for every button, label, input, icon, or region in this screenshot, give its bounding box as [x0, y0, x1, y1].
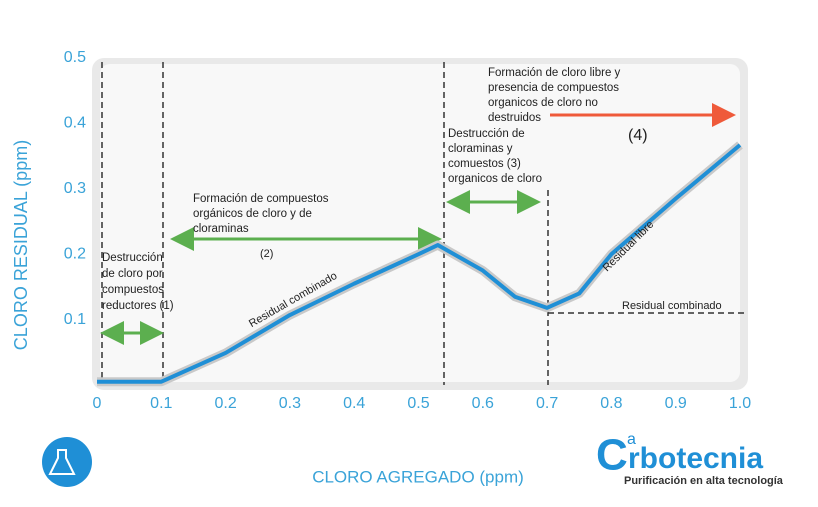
annotation: Destrucción de cloraminas y comuestos (3) o…	[448, 128, 542, 185]
annotation: Formación de cloro libre y presencia de c…	[488, 67, 621, 124]
guides	[101, 62, 745, 385]
annotation-text: compuestos	[102, 284, 164, 296]
annotation-text: cloraminas	[193, 223, 249, 235]
annotation-text: organicos de cloro no	[488, 97, 598, 109]
x-tick-label: 0.9	[665, 395, 687, 412]
annotation: Destrucción de cloro por compuestos reducto…	[102, 252, 174, 312]
y-tick-label: 0.4	[64, 115, 86, 132]
plot-area	[100, 64, 740, 382]
x-tick-label: 0.5	[407, 395, 429, 412]
annotation: Formación de compuestos orgánicos de clor…	[193, 193, 329, 235]
logo-icon	[42, 437, 92, 487]
annotation-text: Destrucción de	[448, 128, 525, 140]
x-tick-label: 0.2	[214, 395, 236, 412]
x-tick-label: 1.0	[729, 395, 751, 412]
x-tick-label: 0.4	[343, 395, 365, 412]
annotation-text: destruidos	[488, 112, 541, 124]
x-tick-label: 0.7	[536, 395, 558, 412]
x-tick-label: 0.6	[472, 395, 494, 412]
annotation: (2)	[260, 248, 273, 260]
annotation-text: cloraminas y	[448, 143, 513, 155]
annotation-text: Formación de cloro libre y	[488, 67, 621, 79]
annotation: (4)	[628, 127, 648, 144]
annotation-text: comuestos (3)	[448, 158, 521, 170]
annotation-text: (2)	[260, 248, 273, 260]
annotation-text: Destrucción	[102, 252, 163, 264]
x-tick-label: 0	[93, 395, 102, 412]
annotation-text: orgánicos de cloro y de	[193, 208, 312, 220]
y-tick-label: 0.1	[64, 311, 86, 328]
annotation-text: Residual combinado	[622, 300, 722, 312]
arrows	[100, 103, 736, 345]
annotation-text: Formación de compuestos	[193, 193, 329, 205]
icon-flask	[48, 449, 76, 475]
annotation-text: de cloro por	[102, 268, 163, 280]
x-tick-label: 0.1	[150, 395, 172, 412]
annotation-text: (4)	[628, 127, 648, 144]
x-tick-label: 0.3	[279, 395, 301, 412]
logo-rest: rbotecnia	[628, 442, 763, 475]
x-tick-label: 0.8	[600, 395, 622, 412]
x-axis-label: CLORO AGREGADO (ppm)	[312, 467, 524, 486]
line	[97, 143, 742, 384]
y-axis-label: CLORO RESIDUAL (ppm)	[11, 140, 31, 350]
logo-tagline: Purificación en alta tecnología	[624, 475, 784, 487]
annotation: Residual combinado	[622, 300, 722, 312]
y-tick-label: 0.2	[64, 245, 86, 262]
annotation-text: reductores (1)	[102, 300, 174, 312]
annotation-text: presencia de compuestos	[488, 82, 619, 94]
y-tick-label: 0.5	[64, 49, 86, 66]
logo-a: a	[627, 431, 636, 448]
annotation-text: organicos de cloro	[448, 173, 542, 185]
logo-c: C	[596, 431, 628, 480]
y-tick-label: 0.3	[64, 180, 86, 197]
